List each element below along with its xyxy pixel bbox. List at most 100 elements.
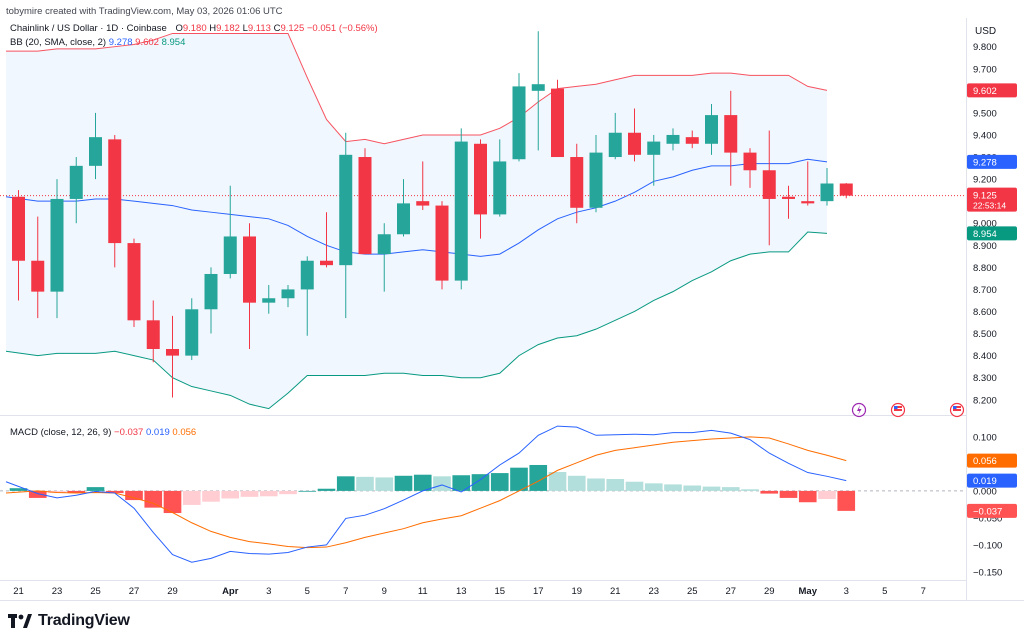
candle-body [69,165,83,199]
flag-stripe [894,409,902,411]
symbol-title: Chainlink / US Dollar · 1D · Coinbase [10,23,167,34]
candle-body [89,137,102,166]
date-tick-label: 21 [13,586,24,597]
high-value: 9.182 [216,23,240,34]
created-by-label: tobymire created with TradingView.com, M… [6,6,283,17]
candle-10 [185,298,199,361]
candle-body [50,198,64,292]
date-tick-label: 27 [129,586,140,597]
macd-hist-bar-7 [125,490,143,501]
macd-hist-bar-25 [471,474,490,491]
candle-body [397,203,410,235]
candle-body [300,260,314,290]
candle-25 [474,139,487,239]
low-value: 9.113 [247,23,271,34]
date-tick-label: 19 [571,586,582,597]
bb-basis-price-badge: 9.278 [967,154,1017,169]
macd-line [5,425,847,563]
macd-hist-bar-14 [259,490,278,497]
macd-hist-bar-23 [433,476,451,491]
candle-7 [127,238,141,327]
macd-hist-bar-4 [67,490,86,494]
candle-body [762,170,776,199]
bb-basis-price-badge-bg [967,154,1017,169]
bb-upper-price-badge-bg [967,83,1017,98]
macd-hist-bar-33 [625,481,644,491]
price-tick-label: 8.200 [973,395,997,406]
candle-4 [69,157,83,224]
macd-tick-label: −0.100 [973,540,1002,551]
candle-13 [243,223,256,350]
candle-19 [358,148,372,255]
macd-legend[interactable]: MACD (close, 12, 26, 9) −0.037 0.019 0.0… [10,427,196,438]
date-tick-label: 13 [456,586,467,597]
bb-legend[interactable]: BB (20, SMA, close, 2) 9.278 9.602 8.954 [10,37,185,48]
candle-16 [300,256,314,336]
macd-hist-bar-22 [413,474,432,491]
candle-body [628,132,641,155]
bb-upper-line [6,32,828,145]
macd-hist-bar-41 [779,490,798,498]
macd-hist-bar-13 [240,490,259,497]
macd-tick-label: 0.000 [973,486,997,497]
price-tick-label: 8.600 [973,307,997,318]
candle-body [531,84,545,91]
date-tick-label: 23 [648,586,659,597]
last-price-text: 9.125 [973,191,997,202]
candle-body [416,201,430,206]
date-tick-label: 27 [725,586,736,597]
lightning-icon [851,402,867,418]
price-tick-label: 9.800 [973,42,997,53]
bb-lower-price-badge: 8.954 [967,226,1017,241]
macd-tick-label: 0.100 [973,432,997,443]
tradingview-logo-text: TradingView [38,612,130,629]
flag-stripe [953,409,961,411]
date-tick-label: 3 [844,586,849,597]
macd-hist-bar-11 [202,490,220,502]
candle-body [166,349,179,356]
candle-body [551,88,564,158]
macd-hist-bar-36 [683,485,702,491]
currency-label[interactable]: USD [975,26,997,37]
candle-32 [608,112,622,160]
candle-24 [454,128,468,290]
candle-21 [397,179,410,237]
close-label: C [273,23,281,34]
candle-43 [820,168,834,206]
macd-legend-label: MACD (close, 12, 26, 9) [10,427,112,438]
candle-8 [146,300,160,363]
close-value: 9.125 [280,23,305,34]
tradingview-logo[interactable]: TradingView [8,612,130,630]
macd-line-badge-bg [967,473,1017,488]
macd-hist-bar-18 [336,476,355,491]
macd-hist-bar-15 [279,490,297,495]
candle-15 [281,285,295,308]
candle-37 [705,104,718,155]
bb-lower-price-badge-bg [967,226,1017,241]
candle-11 [204,267,218,334]
macd-hist-bar-27 [510,467,528,491]
candle-body [435,205,449,281]
macd-hist-value: −0.037 [114,427,144,438]
candle-33 [628,108,641,162]
symbol-legend: Chainlink / US Dollar · 1D · Coinbase O9… [10,23,378,34]
candle-body [705,115,718,144]
macd-hist-bar-5 [86,487,105,491]
flag-stripe [894,406,902,408]
candle-1 [12,190,25,301]
flag-stripe [953,406,961,408]
candle-body [782,196,795,199]
candle-34 [647,134,661,186]
macd-signal-badge-bg [967,453,1017,468]
low-label: L [242,23,248,34]
date-tick-label: 23 [52,586,63,597]
candle-body [320,260,333,266]
candle-body [647,141,661,155]
candle-body [31,260,45,292]
macd-signal-value: 0.056 [172,427,197,438]
macd-hist-bar-42 [798,490,817,503]
date-tick-label: 3 [266,586,271,597]
macd-hist-bar-34 [644,483,663,491]
candle-body [608,132,622,158]
